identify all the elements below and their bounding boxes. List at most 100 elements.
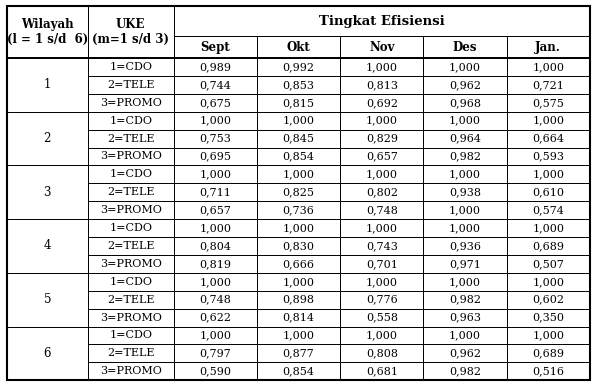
Text: 0,516: 0,516: [533, 366, 564, 376]
Text: 0,666: 0,666: [282, 259, 315, 269]
Bar: [174, 6, 590, 36]
Bar: [174, 112, 257, 130]
Text: Jan.: Jan.: [536, 41, 561, 54]
Bar: [174, 237, 257, 255]
Bar: [340, 237, 423, 255]
Text: 1,000: 1,000: [533, 169, 564, 179]
Text: 0,989: 0,989: [199, 62, 232, 72]
Bar: [507, 344, 590, 362]
Text: 3=PROMO: 3=PROMO: [100, 98, 162, 108]
Text: 3=PROMO: 3=PROMO: [100, 313, 162, 323]
Text: 1,000: 1,000: [449, 205, 481, 215]
Bar: [507, 94, 590, 112]
Text: 2=TELE: 2=TELE: [107, 187, 155, 197]
Text: Des: Des: [453, 41, 477, 54]
Bar: [507, 291, 590, 309]
Text: 0,692: 0,692: [366, 98, 398, 108]
Bar: [257, 327, 340, 344]
Bar: [174, 76, 257, 94]
Bar: [340, 327, 423, 344]
Text: 2=TELE: 2=TELE: [107, 295, 155, 305]
Text: 1,000: 1,000: [449, 169, 481, 179]
Bar: [507, 36, 590, 58]
Bar: [88, 112, 174, 130]
Text: 2=TELE: 2=TELE: [107, 241, 155, 251]
Bar: [257, 291, 340, 309]
Bar: [88, 183, 174, 201]
Bar: [174, 362, 257, 380]
Bar: [174, 255, 257, 273]
Text: 1,000: 1,000: [366, 169, 398, 179]
Bar: [423, 147, 507, 166]
Bar: [88, 166, 174, 183]
Text: 1,000: 1,000: [449, 330, 481, 340]
Bar: [423, 327, 507, 344]
Text: 0,968: 0,968: [449, 98, 481, 108]
Bar: [7, 166, 88, 219]
Text: 6: 6: [44, 347, 51, 360]
Bar: [7, 58, 88, 112]
Bar: [174, 219, 257, 237]
Text: 1,000: 1,000: [449, 62, 481, 72]
Text: 2: 2: [44, 132, 51, 145]
Bar: [257, 76, 340, 94]
Bar: [174, 94, 257, 112]
Bar: [7, 273, 88, 327]
Text: 0,602: 0,602: [533, 295, 564, 305]
Text: 1,000: 1,000: [282, 277, 315, 287]
Bar: [507, 273, 590, 291]
Bar: [257, 362, 340, 380]
Bar: [340, 112, 423, 130]
Text: 2=TELE: 2=TELE: [107, 348, 155, 358]
Bar: [257, 183, 340, 201]
Bar: [507, 76, 590, 94]
Text: 0,813: 0,813: [366, 80, 398, 90]
Text: 3: 3: [44, 186, 51, 199]
Bar: [88, 327, 174, 344]
Text: 0,962: 0,962: [449, 348, 481, 358]
Text: 1,000: 1,000: [199, 169, 232, 179]
Text: 1,000: 1,000: [533, 116, 564, 126]
Bar: [507, 112, 590, 130]
Text: 1: 1: [44, 78, 51, 91]
Bar: [88, 255, 174, 273]
Text: 0,804: 0,804: [199, 241, 232, 251]
Bar: [174, 58, 257, 76]
Bar: [340, 273, 423, 291]
Text: Sept: Sept: [201, 41, 230, 54]
Bar: [340, 291, 423, 309]
Bar: [507, 255, 590, 273]
Bar: [88, 273, 174, 291]
Bar: [340, 166, 423, 183]
Bar: [7, 112, 88, 166]
Text: 0,898: 0,898: [282, 295, 315, 305]
Text: 0,657: 0,657: [366, 151, 398, 161]
Bar: [340, 36, 423, 58]
Bar: [423, 183, 507, 201]
Text: 1,000: 1,000: [199, 223, 232, 233]
Bar: [507, 147, 590, 166]
Bar: [88, 237, 174, 255]
Text: 1=CDO: 1=CDO: [109, 116, 152, 126]
Text: Wilayah
(l = 1 s/d  6): Wilayah (l = 1 s/d 6): [7, 18, 88, 46]
Text: 1=CDO: 1=CDO: [109, 223, 152, 233]
Text: 1=CDO: 1=CDO: [109, 62, 152, 72]
Text: 0,819: 0,819: [199, 259, 232, 269]
Text: 1,000: 1,000: [282, 330, 315, 340]
Text: 0,744: 0,744: [199, 80, 232, 90]
Text: 0,701: 0,701: [366, 259, 398, 269]
Bar: [340, 255, 423, 273]
Text: 0,574: 0,574: [533, 205, 564, 215]
Bar: [88, 130, 174, 147]
Bar: [257, 255, 340, 273]
Text: Tingkat Efisiensi: Tingkat Efisiensi: [319, 15, 445, 27]
Bar: [340, 201, 423, 219]
Text: 1,000: 1,000: [533, 277, 564, 287]
Text: 0,575: 0,575: [533, 98, 564, 108]
Bar: [174, 36, 257, 58]
Text: 1,000: 1,000: [282, 169, 315, 179]
Text: 3=PROMO: 3=PROMO: [100, 366, 162, 376]
Bar: [423, 36, 507, 58]
Bar: [174, 309, 257, 327]
Bar: [257, 201, 340, 219]
